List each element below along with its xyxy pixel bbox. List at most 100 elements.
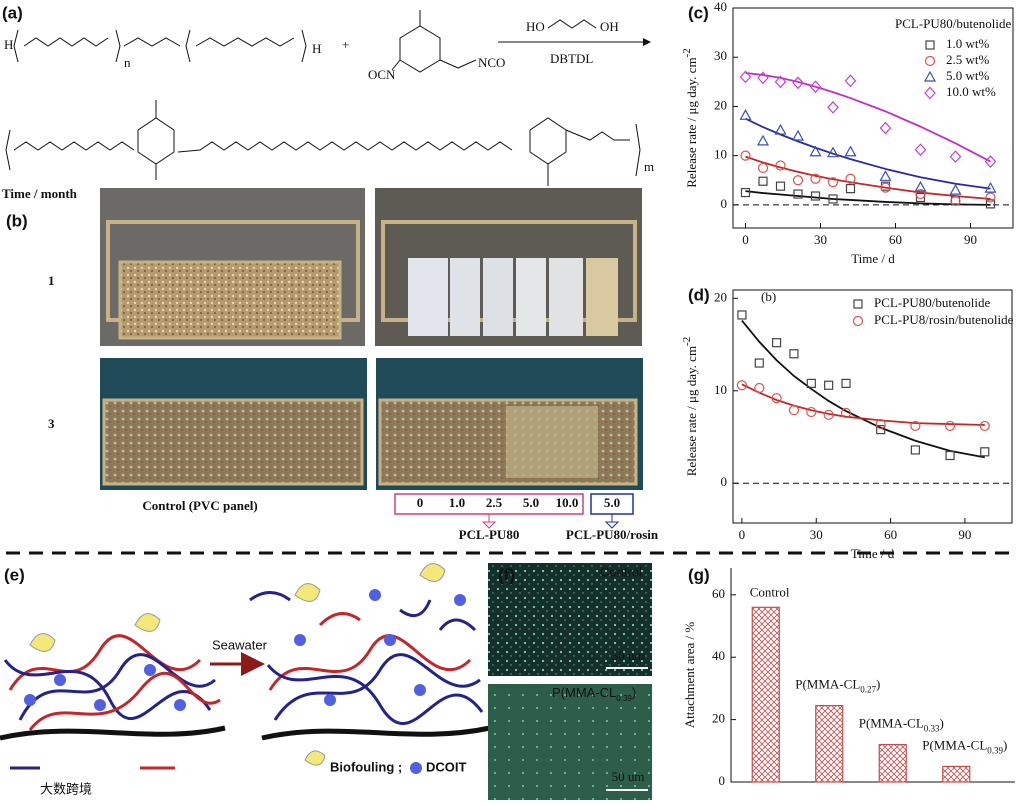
x-tick-label: 60 (884, 527, 897, 542)
point (809, 80, 822, 94)
fit-line (745, 190, 991, 206)
panel-label: (e) (4, 565, 25, 584)
x-tick-label: 90 (964, 232, 977, 247)
point (879, 170, 892, 181)
y-tick-label: 0 (719, 773, 726, 788)
bar-label: P(MMA-CL0.39) (922, 737, 1007, 755)
point (791, 129, 805, 141)
y-tick-label: 30 (714, 48, 727, 63)
bar (942, 765, 971, 783)
caption: Control (PVC panel) (142, 498, 257, 513)
point (775, 181, 786, 191)
fit-line (741, 319, 985, 459)
point (827, 101, 839, 114)
plot-frame (732, 7, 1014, 229)
annotation: (b) (761, 289, 776, 304)
point (875, 418, 886, 430)
watermark: 大数跨境 (40, 781, 92, 796)
y-tick-label: 20 (714, 97, 727, 112)
point (810, 191, 821, 201)
point (945, 450, 955, 461)
point (923, 70, 937, 82)
point (788, 405, 800, 416)
y-tick-label: 20 (714, 289, 727, 304)
scale-bar-label: 50 um (612, 648, 645, 663)
bar (815, 704, 844, 783)
caption: Control (600, 564, 642, 579)
time-heading: Time / month (2, 186, 78, 201)
point (775, 160, 786, 171)
content: 10.0 (556, 495, 579, 510)
catalyst: DBTDL (550, 51, 593, 66)
point (910, 420, 921, 432)
content: 5.0 (604, 495, 620, 510)
fit-line (745, 155, 991, 200)
point (844, 145, 857, 157)
point (792, 175, 804, 186)
point (924, 86, 936, 100)
x-tick-label: 90 (958, 527, 971, 542)
micrograph (488, 684, 652, 800)
subscript: m (644, 159, 654, 174)
point (980, 447, 990, 457)
point (841, 378, 851, 388)
point (879, 121, 892, 135)
point (823, 409, 834, 420)
schematic: (e) Seawater Biofouling ; DCOIT (0, 563, 491, 774)
y-axis-label: Release rate / μg day. cm-2 (681, 337, 699, 476)
point (915, 188, 926, 200)
plus: + (342, 37, 349, 52)
x-tick-label: 30 (810, 527, 823, 542)
x-axis-label: Time / d (851, 251, 895, 266)
content: 2.5 (486, 495, 503, 510)
content: 0 (417, 495, 424, 510)
point (757, 162, 769, 174)
fit-line (745, 117, 991, 190)
point (915, 192, 926, 203)
panel-label: (g) (688, 565, 710, 584)
point (910, 445, 920, 455)
scale-bar-label: 50 um (612, 769, 645, 784)
point (984, 181, 997, 193)
x-axis-label: Time / d (851, 546, 895, 561)
bar-label: Control (750, 584, 790, 599)
point (739, 70, 752, 84)
point (984, 155, 997, 168)
point (774, 75, 787, 89)
y-tick-label: 60 (712, 586, 725, 601)
point (826, 146, 840, 158)
point (852, 315, 864, 327)
row-label: 3 (48, 416, 55, 431)
row-label: 1 (48, 273, 55, 288)
point (949, 150, 962, 164)
point (809, 145, 822, 157)
point (979, 420, 990, 432)
group: NCO (478, 55, 505, 70)
point (925, 40, 935, 50)
point (806, 378, 816, 388)
panel-label: (a) (2, 3, 23, 22)
point (758, 176, 768, 186)
x-tick-label: 0 (739, 527, 746, 542)
point (810, 173, 821, 184)
panel-label: (c) (688, 3, 709, 22)
y-tick-label: 40 (712, 648, 725, 663)
panel-label: (b) (6, 211, 28, 230)
bar (878, 743, 907, 783)
point (740, 187, 751, 198)
bar (751, 606, 780, 783)
point (789, 349, 799, 359)
point (876, 425, 886, 435)
content: 5.0 (523, 495, 539, 510)
point (771, 393, 782, 404)
point (754, 358, 764, 368)
point (840, 407, 852, 419)
panel-label: (f) (498, 565, 515, 584)
point (757, 71, 769, 85)
scheme: (a) H n H + OCN NCO HO OH DBTDL m (2, 3, 654, 186)
fit-line (745, 72, 991, 163)
legend-label: 10.0 wt% (946, 84, 996, 99)
y-axis-label: Attachment area / % (682, 622, 697, 729)
legend-label: PCL-PU80/butenolide (874, 295, 991, 310)
